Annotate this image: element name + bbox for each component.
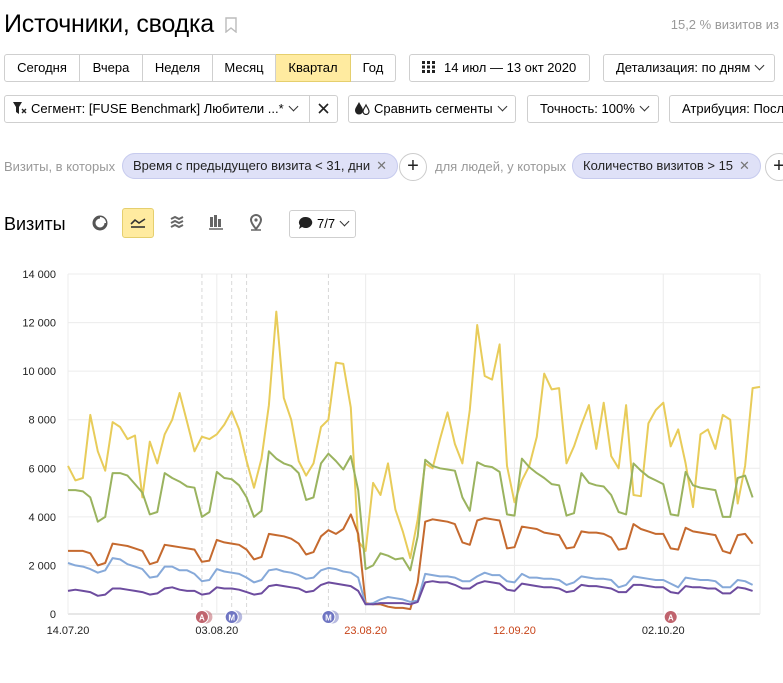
x-axis-ticks: 14.07.20 03.08.20 23.08.20 12.09.20 02.10.20 [47,625,685,637]
y-tick-label: 12 000 [22,318,56,330]
bar-chart-icon [209,215,223,230]
y-tick-label: 8 000 [28,415,56,427]
period-yesterday-button[interactable]: Вчера [80,54,143,82]
period-week-button[interactable]: Неделя [143,54,213,82]
visits-filter-chip-label: Время с предыдущего визита < 31, дни [133,158,371,173]
clear-segment-button[interactable] [309,95,338,123]
chevron-down-icon [339,216,350,227]
y-tick-label: 4 000 [28,512,56,524]
compare-segments-dropdown[interactable]: Сравнить сегменты [348,95,516,123]
add-people-filter-button[interactable]: + [765,153,783,181]
share-text: 15,2 % визитов из [670,17,779,32]
page-title: Источники, сводка [4,10,215,38]
visits-filter-label: Визиты, в которых [4,159,116,174]
x-tick-label: 02.10.20 [642,625,685,637]
annotation-letter: A [668,614,674,623]
detail-dropdown[interactable]: Детализация: по дням [603,54,775,82]
date-range-button[interactable]: 14 июл — 13 окт 2020 [409,54,590,82]
x-tick-label: 12.09.20 [493,625,536,637]
series-selector-dropdown[interactable]: 7/7 [289,210,356,238]
period-month-button[interactable]: Месяц [213,54,276,82]
compare-drops-icon [355,102,370,116]
chevron-down-icon [754,60,765,71]
map-pin-icon [249,214,263,231]
chevron-down-icon [288,101,299,112]
segment-dropdown[interactable]: Сегмент: [FUSE Benchmark] Любители ...* [4,95,310,123]
calendar-icon [422,61,435,73]
filter-icon [13,102,27,114]
line-chart-button[interactable] [122,208,154,238]
x-tick-label: 23.08.20 [344,625,387,637]
period-quarter-button[interactable]: Квартал [276,54,351,82]
visits-filter-chip[interactable]: Время с предыдущего визита < 31, дни ✕ [122,153,398,179]
line-chart-icon [130,218,146,228]
period-year-button[interactable]: Год [351,54,396,82]
series-line-3[interactable] [67,557,754,606]
attribution-label: Атрибуция: Посл [682,101,783,116]
y-tick-label: 2 000 [28,560,56,572]
y-tick-label: 0 [50,609,56,621]
add-visits-filter-button[interactable]: + [399,153,427,181]
people-filter-chip-label: Количество визитов > 15 [583,158,734,173]
chart-grid [67,273,761,615]
detail-label: Детализация: по дням [616,60,751,75]
x-tick-label: 03.08.20 [195,625,238,637]
series-line-4[interactable] [67,580,753,606]
y-tick-label: 6 000 [28,463,56,475]
y-tick-label: 14 000 [22,269,56,281]
close-icon [318,103,329,114]
date-range-label: 14 июл — 13 окт 2020 [444,60,577,75]
series-count: 7/7 [317,216,336,231]
annotation-letter: A [199,614,205,623]
annotation-marker[interactable]: M [321,610,339,624]
pie-chart-icon [92,215,108,231]
close-icon[interactable]: ✕ [376,158,387,173]
chart-title: Визиты [4,214,66,234]
attribution-dropdown[interactable]: Атрибуция: Посл [669,95,783,123]
bar-chart-button[interactable] [200,208,232,238]
accuracy-dropdown[interactable]: Точность: 100% [527,95,659,123]
annotation-marker[interactable]: A [194,610,213,624]
annotation-marker[interactable]: M [224,610,243,624]
annotation-letter: M [325,614,332,623]
series-line-2[interactable] [68,513,754,611]
map-button[interactable] [240,208,272,238]
chevron-down-icon [497,101,508,112]
segment-label: Сегмент: [FUSE Benchmark] Любители ...* [31,101,284,116]
chart-series [67,310,761,611]
close-icon[interactable]: ✕ [739,158,750,173]
period-today-button[interactable]: Сегодня [4,54,80,82]
speech-bubble-icon [298,216,313,229]
annotation-marker[interactable]: A [663,610,678,624]
annotation-markers-lines [201,274,329,614]
y-axis-ticks: 0 2 000 4 000 6 000 8 000 10 000 12 000 14 000 [22,269,56,621]
y-tick-label: 10 000 [22,366,56,378]
annotation-letter: M [228,614,235,623]
people-filter-label: для людей, у которых [435,159,567,174]
compare-label: Сравнить сегменты [374,101,493,116]
people-filter-chip[interactable]: Количество визитов > 15 ✕ [572,153,761,179]
series-line-0[interactable] [67,310,761,560]
period-selector: Сегодня Вчера Неделя Месяц Квартал Год [4,54,396,82]
area-chart-icon [170,215,184,229]
area-chart-button[interactable] [161,208,193,238]
bookmark-icon[interactable] [225,17,237,33]
pie-chart-button[interactable] [84,208,116,238]
series-line-1[interactable] [68,450,754,572]
chevron-down-icon [639,101,650,112]
x-tick-label: 14.07.20 [47,625,90,637]
accuracy-label: Точность: 100% [540,101,635,116]
